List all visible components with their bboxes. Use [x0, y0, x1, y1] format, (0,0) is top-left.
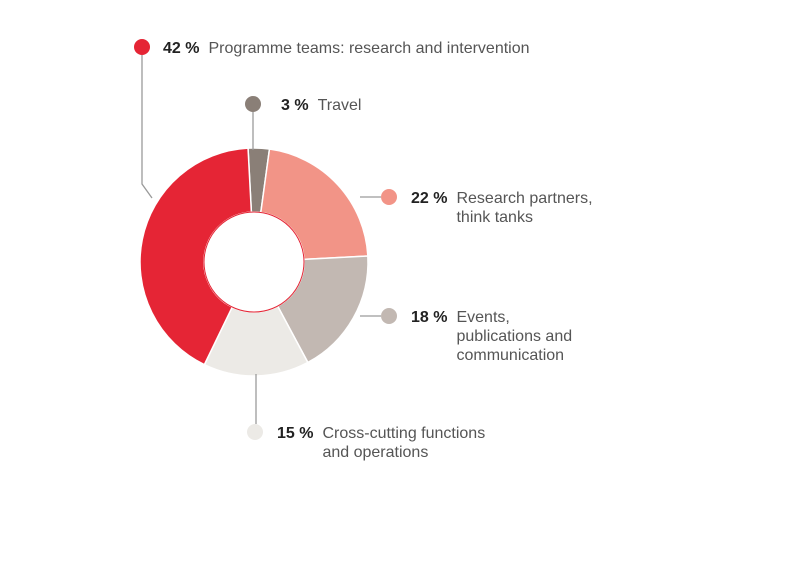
legend-dot-0 — [245, 96, 261, 112]
slice-label-line: Travel — [318, 97, 362, 114]
donut-slices — [139, 147, 369, 377]
slice-label-0: Travel — [318, 97, 362, 114]
slice-label-line: think tanks — [456, 209, 532, 226]
slice-label-3: Cross-cutting functions and operations — [322, 425, 485, 461]
slice-percent-3: 15 % — [277, 425, 313, 442]
slice-label-line: and operations — [322, 444, 428, 461]
slice-label-line: publications and — [456, 328, 572, 345]
legend-dot-2 — [381, 308, 397, 324]
slice-label-2: Events, publications and communication — [456, 309, 572, 364]
legend-dot-3 — [247, 424, 263, 440]
slice-label-line: communication — [456, 347, 564, 364]
slice-label-4: Programme teams: research and interventi… — [208, 40, 529, 57]
slice-percent-2: 18 % — [411, 309, 447, 326]
leader-lines — [141, 55, 381, 424]
slice-label-line: Research partners, — [456, 190, 592, 207]
slice-percent-0: 3 % — [281, 97, 309, 114]
slice-percent-1: 22 % — [411, 190, 447, 207]
slice-label-line: Events, — [456, 309, 509, 326]
donut-hole — [203, 211, 305, 313]
leader-line-4 — [141, 55, 153, 199]
slice-percent-4: 42 % — [163, 40, 199, 57]
slice-label-line: Programme teams: research and interventi… — [208, 40, 529, 57]
slice-label-1: Research partners, think tanks — [456, 190, 592, 226]
slice-labels: 3 % Travel 22 % Research partners, think tan… — [134, 39, 593, 461]
legend-dot-1 — [381, 189, 397, 205]
slice-label-line: Cross-cutting functions — [322, 425, 485, 442]
legend-dot-4 — [134, 39, 150, 55]
